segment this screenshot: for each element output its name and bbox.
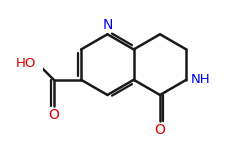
Text: HO: HO <box>16 57 36 70</box>
Text: O: O <box>48 108 59 122</box>
Text: NH: NH <box>190 73 210 86</box>
Text: O: O <box>155 123 166 137</box>
Text: N: N <box>102 18 113 32</box>
